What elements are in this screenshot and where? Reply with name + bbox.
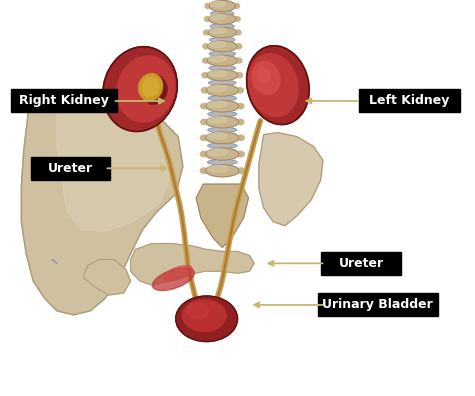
Ellipse shape — [182, 300, 226, 331]
Ellipse shape — [237, 151, 244, 157]
Ellipse shape — [156, 81, 167, 93]
Ellipse shape — [209, 14, 226, 20]
Ellipse shape — [207, 55, 238, 66]
Ellipse shape — [205, 4, 211, 8]
Ellipse shape — [209, 1, 226, 7]
Text: Left Kidney: Left Kidney — [369, 95, 450, 107]
Ellipse shape — [257, 68, 270, 82]
Ellipse shape — [204, 17, 210, 21]
Text: Urinary Bladder: Urinary Bladder — [322, 299, 433, 311]
Bar — [11, 89, 117, 112]
Ellipse shape — [234, 17, 240, 21]
Ellipse shape — [209, 70, 227, 76]
Ellipse shape — [200, 119, 208, 125]
Ellipse shape — [152, 75, 164, 86]
Ellipse shape — [208, 160, 237, 165]
Ellipse shape — [155, 89, 166, 100]
Ellipse shape — [236, 73, 243, 78]
Polygon shape — [196, 184, 248, 248]
Ellipse shape — [209, 51, 235, 57]
Ellipse shape — [209, 28, 226, 33]
Ellipse shape — [206, 100, 238, 112]
Ellipse shape — [237, 135, 244, 141]
Ellipse shape — [209, 66, 236, 71]
Ellipse shape — [206, 116, 238, 128]
Ellipse shape — [247, 46, 309, 124]
Ellipse shape — [237, 168, 244, 173]
Ellipse shape — [209, 13, 236, 25]
Ellipse shape — [209, 55, 227, 62]
Ellipse shape — [201, 88, 209, 93]
Ellipse shape — [157, 85, 167, 97]
Ellipse shape — [200, 168, 208, 173]
Ellipse shape — [187, 303, 209, 318]
Ellipse shape — [208, 148, 228, 156]
Ellipse shape — [203, 44, 209, 49]
Ellipse shape — [210, 37, 235, 42]
Ellipse shape — [208, 117, 228, 123]
Ellipse shape — [208, 128, 237, 133]
Bar — [321, 252, 400, 275]
Ellipse shape — [103, 47, 177, 131]
Ellipse shape — [164, 266, 192, 281]
Polygon shape — [131, 244, 254, 285]
Ellipse shape — [209, 80, 236, 86]
Ellipse shape — [155, 78, 166, 89]
Ellipse shape — [235, 30, 241, 35]
Ellipse shape — [208, 143, 237, 148]
Ellipse shape — [236, 88, 243, 93]
Ellipse shape — [209, 0, 236, 11]
Bar — [359, 89, 460, 112]
Ellipse shape — [252, 61, 280, 95]
Ellipse shape — [234, 4, 239, 8]
Bar — [30, 157, 110, 180]
Ellipse shape — [209, 95, 236, 101]
Ellipse shape — [207, 70, 238, 81]
Text: Ureter: Ureter — [338, 257, 384, 270]
Ellipse shape — [152, 92, 164, 103]
Ellipse shape — [202, 73, 209, 78]
Ellipse shape — [237, 119, 244, 125]
Ellipse shape — [208, 85, 227, 91]
Ellipse shape — [248, 53, 298, 117]
Ellipse shape — [209, 41, 227, 48]
Ellipse shape — [203, 30, 210, 35]
Polygon shape — [57, 105, 169, 232]
Ellipse shape — [237, 103, 244, 109]
Bar — [318, 293, 437, 316]
Ellipse shape — [200, 103, 208, 109]
Ellipse shape — [208, 101, 228, 107]
Ellipse shape — [208, 41, 237, 52]
Ellipse shape — [236, 58, 242, 63]
Ellipse shape — [235, 44, 242, 49]
Ellipse shape — [148, 95, 162, 105]
Ellipse shape — [206, 132, 239, 144]
Ellipse shape — [208, 112, 237, 117]
Ellipse shape — [211, 11, 234, 16]
Ellipse shape — [142, 77, 159, 97]
Ellipse shape — [206, 165, 239, 177]
Ellipse shape — [176, 296, 238, 341]
Ellipse shape — [208, 133, 228, 139]
Ellipse shape — [96, 268, 127, 290]
Polygon shape — [21, 91, 183, 315]
Ellipse shape — [139, 74, 162, 101]
Ellipse shape — [210, 24, 234, 29]
Ellipse shape — [202, 58, 209, 63]
Text: Ureter: Ureter — [48, 162, 93, 175]
Ellipse shape — [207, 84, 238, 96]
Ellipse shape — [152, 268, 194, 291]
Ellipse shape — [208, 27, 237, 38]
Ellipse shape — [208, 165, 228, 172]
Text: Right Kidney: Right Kidney — [19, 95, 109, 107]
Polygon shape — [83, 259, 131, 295]
Ellipse shape — [206, 148, 239, 160]
Ellipse shape — [200, 135, 208, 141]
Polygon shape — [259, 133, 323, 226]
Ellipse shape — [117, 56, 175, 122]
Ellipse shape — [200, 151, 208, 157]
